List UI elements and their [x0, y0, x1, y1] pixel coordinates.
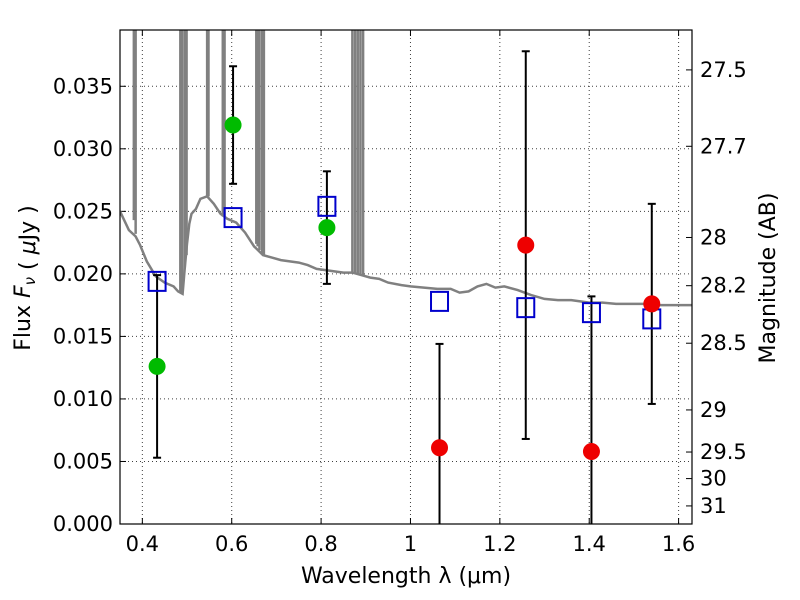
x-tick-label: 1.2 [483, 532, 516, 556]
observed-flux-point [224, 116, 242, 134]
model-flux-square [223, 207, 243, 229]
x-tick-label: 0.8 [304, 532, 337, 556]
sed-model-curve [120, 30, 692, 307]
sed-continuum-line [120, 194, 692, 307]
x-tick-label: 1 [404, 532, 417, 556]
x-tick-label: 1.6 [662, 532, 695, 556]
y-tick-label: 0.015 [53, 324, 113, 348]
mag-tick-label: 27.7 [700, 134, 747, 158]
x-tick-label: 1.4 [573, 532, 606, 556]
x-axis-title: Wavelength λ (μm) [301, 564, 511, 589]
model-flux-square [430, 290, 450, 312]
model-flux-square [147, 270, 167, 292]
y-tick-label: 0.000 [53, 512, 113, 536]
mag-tick-label: 28.2 [700, 274, 747, 298]
y-axis-title-right: Magnitude (AB) [756, 193, 781, 364]
y-tick-label: 0.010 [53, 387, 113, 411]
mag-tick-label: 29.5 [700, 440, 747, 464]
x-tick-label: 0.4 [126, 532, 159, 556]
observed-flux-point [148, 357, 166, 375]
mag-tick-label: 27.5 [700, 58, 747, 82]
mag-tick-label: 31 [700, 494, 727, 518]
model-flux-square [516, 297, 536, 319]
data-markers [147, 116, 662, 460]
y-axis-title: Flux Fν ( μJy ) [11, 205, 41, 350]
mag-tick-label: 29 [700, 398, 727, 422]
y-tick-label: 0.030 [53, 137, 113, 161]
mag-tick-label: 30 [700, 467, 727, 491]
y-tick-label: 0.025 [53, 199, 113, 223]
y-tick-label: 0.020 [53, 262, 113, 286]
observed-flux-point [582, 442, 600, 460]
observed-flux-point [318, 219, 336, 237]
x-tick-label: 0.6 [215, 532, 248, 556]
error-bars [153, 50, 656, 524]
axis-ticks [120, 30, 692, 525]
model-flux-square [317, 195, 337, 217]
observed-flux-point [431, 439, 449, 457]
y-tick-label: 0.035 [53, 74, 113, 98]
mag-tick-label: 28.5 [700, 331, 747, 355]
mag-tick-label: 28 [700, 225, 727, 249]
plot-frame [119, 29, 693, 525]
tick-labels: 0.4 0.6 0.8 1 1.2 1.4 1.6 0.000 0.005 0.010 0.015 0… [53, 58, 747, 556]
observed-flux-point [517, 236, 535, 254]
model-flux-square [581, 302, 601, 324]
grid-lines [120, 30, 692, 525]
observed-flux-point [643, 295, 661, 313]
y-tick-label: 0.005 [53, 449, 113, 473]
